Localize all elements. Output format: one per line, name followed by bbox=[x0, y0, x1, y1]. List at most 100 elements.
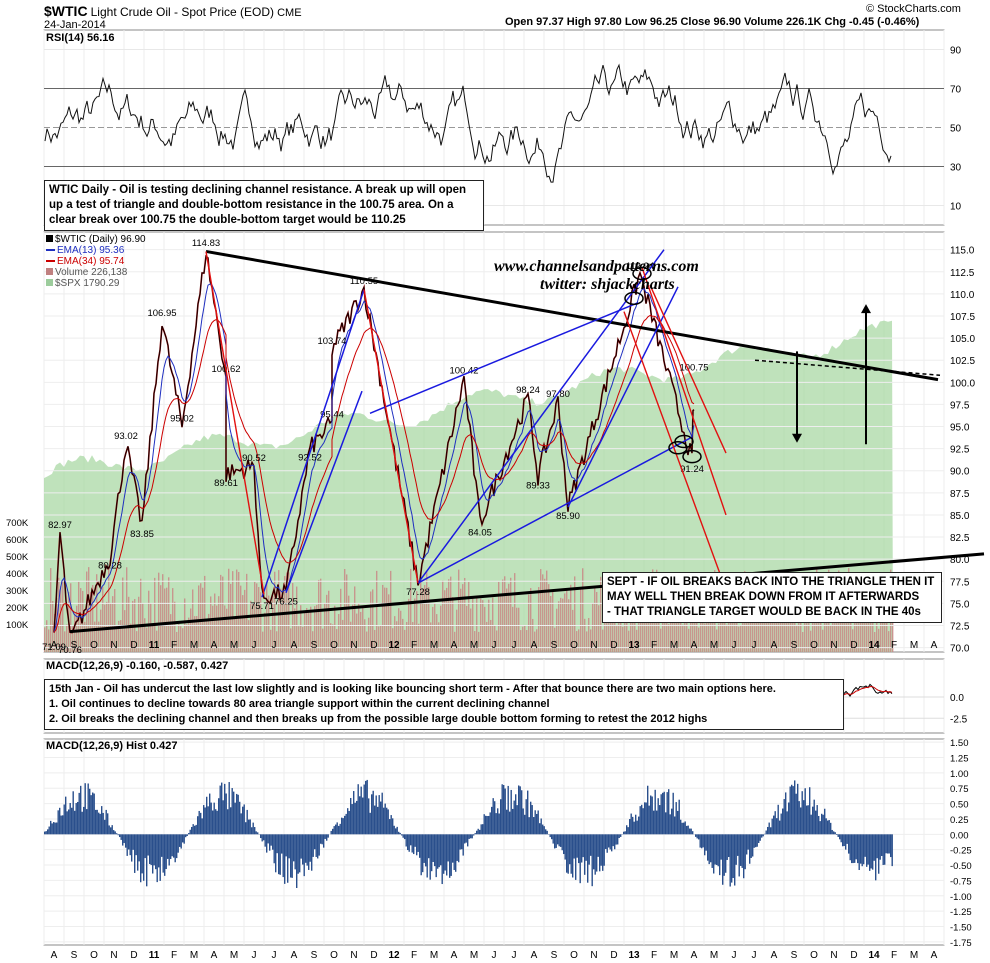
month-tick-label: S bbox=[551, 950, 558, 961]
month-tick-label: F bbox=[891, 950, 897, 961]
hist-bar bbox=[408, 834, 410, 852]
hist-bar bbox=[462, 834, 464, 856]
hist-bar bbox=[233, 791, 235, 835]
hist-bar bbox=[201, 818, 203, 835]
volume-bar bbox=[238, 571, 240, 652]
hist-bar bbox=[165, 834, 167, 870]
volume-bar bbox=[390, 570, 392, 652]
volume-bar bbox=[670, 594, 672, 652]
volume-bar bbox=[584, 618, 586, 652]
volume-bar bbox=[444, 590, 446, 652]
volume-bar bbox=[474, 631, 476, 652]
hist-bar bbox=[326, 834, 328, 841]
volume-bar bbox=[100, 609, 102, 652]
hist-bar bbox=[726, 834, 728, 860]
hist-bar bbox=[212, 810, 214, 835]
hist-bar bbox=[743, 834, 745, 879]
hist-bar bbox=[420, 834, 422, 876]
month-tick-label: S bbox=[311, 950, 318, 961]
volume-bar bbox=[802, 631, 804, 652]
volume-bar bbox=[90, 591, 92, 652]
volume-bar bbox=[718, 623, 720, 652]
hist-bar bbox=[296, 834, 298, 889]
volume-bar bbox=[122, 577, 124, 652]
volume-bar bbox=[610, 609, 612, 652]
hist-bar bbox=[447, 834, 449, 862]
hist-bar bbox=[321, 834, 323, 845]
volume-bar bbox=[158, 572, 160, 652]
volume-bar bbox=[96, 574, 98, 652]
volume-bar bbox=[220, 574, 222, 652]
volume-bar bbox=[498, 581, 500, 652]
hist-bar bbox=[701, 834, 703, 849]
volume-bar bbox=[332, 624, 334, 652]
hist-bar bbox=[80, 785, 82, 835]
volume-bar bbox=[672, 616, 674, 652]
volume-bar bbox=[500, 595, 502, 652]
hist-bar bbox=[699, 834, 701, 848]
volume-bar bbox=[250, 600, 252, 652]
hist-bar bbox=[155, 834, 157, 870]
hist-bar bbox=[717, 834, 719, 867]
price-tick-label: 100.0 bbox=[950, 378, 975, 389]
hist-bar bbox=[690, 828, 692, 835]
hist-bar bbox=[765, 830, 767, 835]
volume-bar bbox=[268, 595, 270, 652]
hist-bar bbox=[287, 834, 289, 883]
hist-bar bbox=[336, 822, 338, 835]
hist-bar bbox=[243, 804, 245, 835]
hist-tick-label: 1.25 bbox=[950, 753, 969, 764]
hist-bar bbox=[504, 788, 506, 835]
hist-bar bbox=[366, 779, 368, 835]
volume-bar bbox=[88, 567, 90, 652]
month-tick-label: J bbox=[512, 950, 517, 961]
hist-bar bbox=[630, 813, 632, 835]
hist-bar bbox=[519, 786, 521, 835]
hist-bar bbox=[294, 834, 296, 870]
volume-bar bbox=[514, 573, 516, 652]
volume-bar bbox=[280, 588, 282, 652]
hist-bar bbox=[464, 834, 466, 844]
hist-bar bbox=[536, 813, 538, 835]
blue-trendline bbox=[261, 289, 365, 598]
hist-bar bbox=[300, 834, 302, 859]
volume-bar bbox=[490, 619, 492, 652]
hist-bar bbox=[711, 834, 713, 868]
volume-bar bbox=[402, 618, 404, 652]
hist-bar bbox=[62, 815, 64, 835]
volume-bar bbox=[546, 570, 548, 652]
hist-bar bbox=[585, 834, 587, 861]
month-tick-label: D bbox=[370, 950, 377, 961]
volume-bar bbox=[72, 626, 74, 652]
hist-bar bbox=[756, 834, 758, 847]
hist-bar bbox=[389, 819, 391, 835]
volume-bar bbox=[706, 602, 708, 652]
hist-bar bbox=[204, 807, 206, 835]
month-tick-label: O bbox=[90, 950, 98, 961]
month-tick-label: A bbox=[691, 950, 698, 961]
volume-bar bbox=[456, 609, 458, 652]
hist-bar bbox=[468, 834, 470, 839]
hist-bar bbox=[318, 834, 320, 856]
hist-bar bbox=[854, 834, 856, 863]
hist-bar bbox=[173, 834, 175, 858]
hist-bar bbox=[98, 812, 100, 835]
volume-bar bbox=[442, 580, 444, 652]
hist-bar bbox=[72, 791, 74, 835]
volume-bar bbox=[352, 604, 354, 652]
hist-bar bbox=[51, 823, 53, 835]
hist-bar bbox=[465, 834, 467, 843]
volume-tick-label: 200K bbox=[6, 603, 29, 614]
volume-bar bbox=[518, 607, 520, 652]
hist-bar bbox=[188, 833, 190, 835]
price-tick-label: 82.5 bbox=[950, 533, 970, 544]
sept-note: SEPT - IF OIL BREAKS BACK INTO THE TRIAN… bbox=[602, 572, 942, 623]
price-legend: $WTIC (Daily) 96.90 EMA(13) 95.36 EMA(34… bbox=[46, 234, 146, 289]
hist-bar bbox=[555, 834, 557, 848]
hist-bar bbox=[720, 834, 722, 860]
volume-bar bbox=[532, 618, 534, 652]
double-bottom-resistance bbox=[754, 359, 941, 376]
rsi-tick-label: 30 bbox=[950, 163, 962, 174]
hist-bar bbox=[506, 809, 508, 835]
volume-bar bbox=[358, 603, 360, 652]
